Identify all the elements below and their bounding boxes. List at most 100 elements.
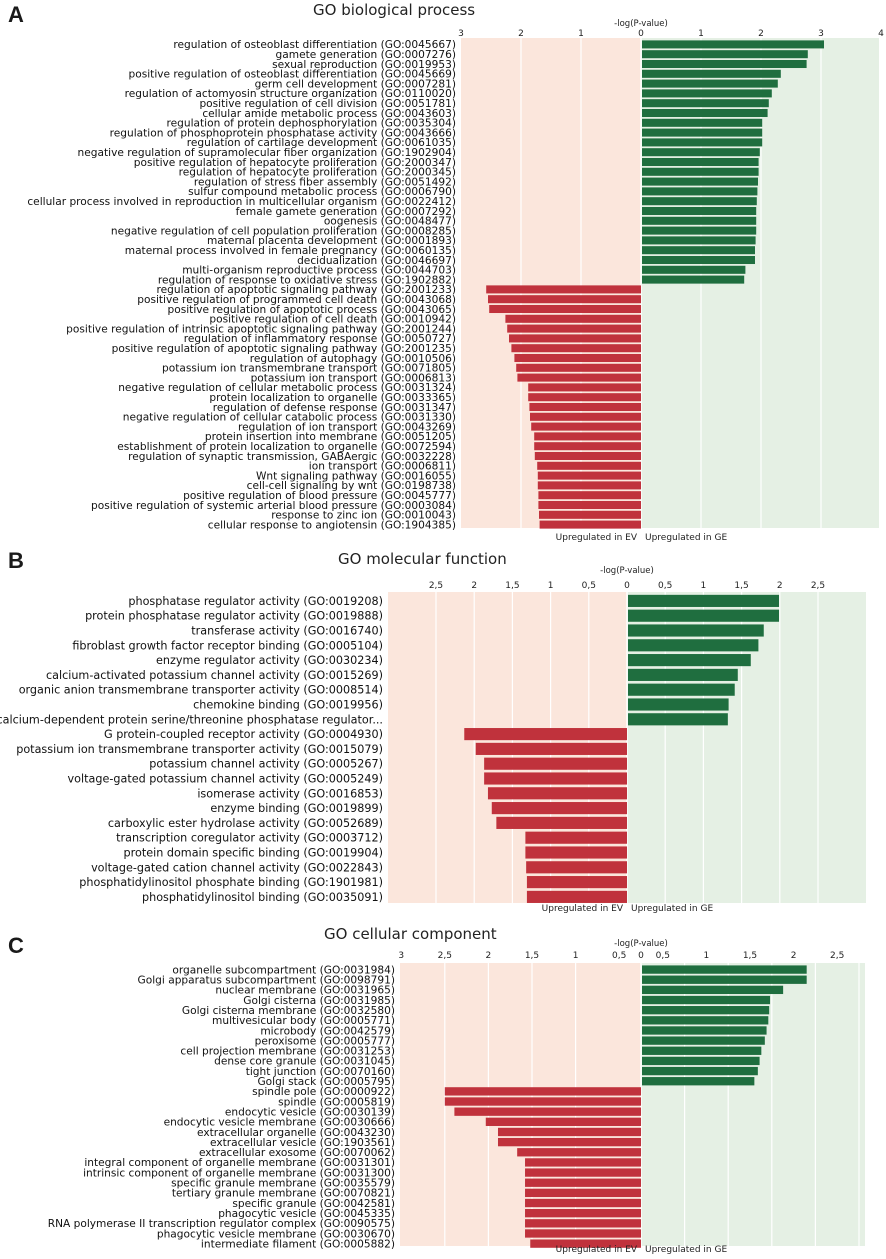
chart2-category-label: phosphatase regulator activity (GO:00192… bbox=[128, 595, 383, 608]
chart1-bar bbox=[539, 520, 641, 529]
chart3-bar bbox=[642, 1026, 767, 1035]
chart1-tick-label: 0 bbox=[638, 29, 644, 39]
chart2-bar bbox=[628, 624, 764, 637]
chart1-category-label: regulation of stress fiber assembly (GO:… bbox=[194, 176, 456, 188]
chart2-tick-label: 0,5 bbox=[658, 581, 672, 591]
chart1-tick-label: 1 bbox=[578, 29, 584, 39]
chart3-category-label: tight junction (GO:0070160) bbox=[246, 1066, 395, 1078]
chart2-bar bbox=[491, 802, 627, 815]
chart3-category-label: endocytic vesicle (GO:0030139) bbox=[225, 1106, 395, 1118]
chart1-bar bbox=[507, 324, 641, 333]
chart2-bar bbox=[526, 890, 627, 903]
chart2-bar bbox=[628, 713, 728, 726]
chart3-category-label: peroxisome (GO:0005777) bbox=[255, 1035, 395, 1047]
chart1-bar bbox=[486, 285, 641, 294]
chart2-category-label: calcium-dependent protein serine/threoni… bbox=[0, 713, 383, 726]
chart2-tick-label: 2,5 bbox=[811, 581, 825, 591]
chart1-category-label: positive regulation of hepatocyte prolif… bbox=[134, 157, 456, 169]
chart3-category-label: cell projection membrane (GO:0031253) bbox=[180, 1046, 395, 1058]
chart3-tick-label: 2 bbox=[486, 951, 492, 961]
chart2-bar bbox=[526, 861, 627, 874]
chart2-legend-up-ge: Upregulated in GE bbox=[631, 904, 713, 914]
chart1-category-label: positive regulation of cell division (GO… bbox=[199, 98, 456, 110]
chart1-category-label: regulation of ion transport (GO:0043269) bbox=[238, 421, 456, 433]
chart1-bar bbox=[642, 138, 763, 147]
chart3-bar bbox=[530, 1239, 641, 1248]
chart1-category-label: negative regulation of supramolecular fi… bbox=[78, 147, 456, 159]
chart2-bar bbox=[496, 816, 627, 829]
chart3-bar bbox=[497, 1127, 641, 1137]
chart3-category-label: intrinsic component of organelle membran… bbox=[83, 1167, 395, 1179]
chart2-bar bbox=[628, 609, 780, 622]
chart1-bar bbox=[642, 128, 763, 137]
chart2-tick-label: 1,5 bbox=[734, 581, 748, 591]
chart3-bar bbox=[525, 1188, 641, 1198]
chart2-bar bbox=[484, 772, 627, 785]
chart1-category-label: oogenesis (GO:0048477) bbox=[324, 216, 456, 228]
chart2-bar bbox=[464, 728, 627, 741]
chart3-bar bbox=[454, 1107, 641, 1116]
chart1-category-label: regulation of actomyosin structure organ… bbox=[125, 88, 456, 100]
chart1-category-label: germ cell development (GO:0007281) bbox=[255, 78, 456, 90]
chart3-tick-label: 0,5 bbox=[612, 951, 626, 961]
panel-letter-b: B bbox=[8, 548, 24, 573]
chart3-tick-label: 1,5 bbox=[525, 951, 539, 961]
chart3-tick-label: 0,5 bbox=[656, 951, 670, 961]
panel-letter-a: A bbox=[8, 2, 24, 27]
chart3-bar bbox=[642, 1066, 758, 1076]
chart2-category-label: isomerase activity (GO:0016853) bbox=[197, 787, 383, 800]
chart3-category-label: intermediate filament (GO:0005882) bbox=[201, 1238, 395, 1250]
chart2-tick-label: 1 bbox=[701, 581, 707, 591]
chart1-bar bbox=[642, 108, 768, 118]
chart3-tick-label: 1 bbox=[573, 951, 579, 961]
chart3-tick-label: 0 bbox=[638, 951, 644, 961]
chart3-bar bbox=[485, 1117, 641, 1126]
chart2-tick-label: 0 bbox=[624, 581, 630, 591]
chart3-category-label: endocytic vesicle membrane (GO:0030666) bbox=[164, 1117, 395, 1129]
chart1-bar bbox=[531, 422, 641, 431]
chart1-tick-label: 1 bbox=[698, 29, 704, 39]
chart3-category-label: dense core granule (GO:0031045) bbox=[214, 1056, 395, 1068]
chart1-bar bbox=[517, 373, 641, 382]
chart1-category-label: regulation of synaptic transmission, GAB… bbox=[128, 451, 456, 463]
chart1-category-label: regulation of apoptotic signaling pathwa… bbox=[157, 284, 456, 296]
chart2-category-label: G protein-coupled receptor activity (GO:… bbox=[104, 728, 383, 741]
chart3-category-label: phagocytic vesicle (GO:0045335) bbox=[218, 1208, 395, 1220]
chart1-bar bbox=[539, 510, 641, 519]
chart1-bar bbox=[642, 275, 745, 284]
chart3-bar bbox=[642, 1077, 755, 1086]
chart3-tick-label: 2,5 bbox=[438, 951, 452, 961]
chart3-bar bbox=[642, 1036, 765, 1045]
chart2-bar bbox=[487, 787, 627, 800]
chart3-legend-up-ge: Upregulated in GE bbox=[645, 1245, 727, 1255]
chart1-tick-label: 4 bbox=[878, 29, 884, 39]
panel-letter-c: C bbox=[8, 933, 24, 958]
chart1-bar bbox=[642, 118, 763, 127]
chart2-category-label: carboxylic ester hydrolase activity (GO:… bbox=[108, 817, 383, 830]
chart3-tick-label: 2 bbox=[791, 951, 797, 961]
chart2-category-label: transcription coregulator activity (GO:0… bbox=[116, 832, 383, 845]
chart1-category-label: negative regulation of cellular metaboli… bbox=[118, 382, 456, 394]
chart1-bar bbox=[642, 148, 760, 157]
chart1-category-label: regulation of cartilage development (GO:… bbox=[187, 137, 456, 149]
chart1-bar bbox=[537, 481, 641, 490]
chart1-category-label: regulation of autophagy (GO:0010506) bbox=[250, 353, 456, 365]
chart1-bar bbox=[534, 451, 641, 461]
chart1-category-label: protein localization to organelle (GO:00… bbox=[209, 392, 456, 404]
chart3-category-label: extracellular exosome (GO:0070062) bbox=[199, 1147, 395, 1159]
chart3-category-label: RNA polymerase II transcription regulato… bbox=[48, 1218, 395, 1230]
chart3-category-label: extracellular vesicle (GO:1903561) bbox=[210, 1137, 395, 1149]
chart2-category-label: protein domain specific binding (GO:0019… bbox=[124, 847, 383, 860]
chart1-category-label: sexual reproduction (GO:0019953) bbox=[272, 59, 456, 71]
chart1-bar bbox=[642, 187, 758, 196]
chart1-bar bbox=[642, 40, 824, 49]
chart3-category-label: organelle subcompartment (GO:0031984) bbox=[172, 964, 395, 976]
chart3-category-label: spindle (GO:0005819) bbox=[278, 1096, 395, 1108]
chart1-bar bbox=[528, 383, 641, 392]
chart1-category-label: potassium ion transport (GO:0006813) bbox=[251, 372, 456, 384]
chart3-bar bbox=[642, 965, 807, 974]
chart1-bar bbox=[642, 79, 778, 88]
chart1-category-label: positive regulation of osteoblast differ… bbox=[129, 69, 457, 81]
chart1-bar bbox=[511, 344, 641, 353]
panel-title-c: GO cellular component bbox=[324, 925, 497, 943]
